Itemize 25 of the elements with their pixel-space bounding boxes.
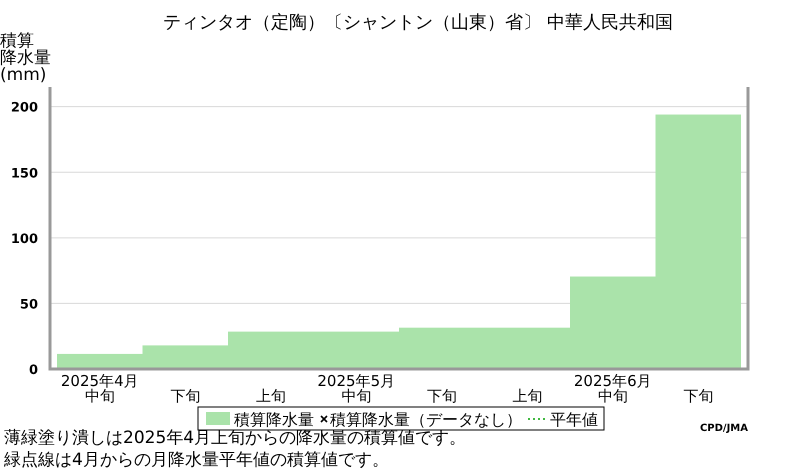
bar (656, 114, 741, 369)
y-tick-label: 200 (10, 100, 38, 116)
text: 緑点線は4月からの月降水量平年値の積算値です。 (3, 450, 389, 470)
y-tick-label: 0 (28, 363, 38, 378)
ylabel: 積算降水量(mm) (0, 31, 51, 85)
x-tick-label: 上旬 (512, 387, 542, 405)
y-tick-label: 100 (10, 232, 38, 247)
title: ティンタオ（定陶）〔シャントン（山東）省〕 中華人民共和国 (163, 12, 673, 33)
x-tick-label: 下旬 (683, 387, 714, 405)
y-tick-label: 50 (20, 297, 38, 312)
text: 2025年6月 (574, 372, 652, 390)
text: 2025年4月 (60, 372, 139, 390)
legend-label: 積算降水量（データなし） (330, 410, 522, 429)
bar (570, 276, 656, 369)
legend-label: 積算降水量 (234, 410, 314, 429)
x-tick-label: 上旬 (256, 387, 286, 405)
x-tick-label: 下旬 (426, 387, 457, 405)
x-tick-label: 中旬 (598, 387, 628, 405)
text: CPD/JMA (700, 423, 748, 434)
x-tick-label: 中旬 (84, 387, 115, 405)
text: 2025年5月 (317, 372, 396, 390)
legend-label: 平年値 (550, 410, 598, 429)
x-tick-label: 下旬 (170, 387, 200, 405)
x-tick-label: 中旬 (341, 387, 372, 405)
y-tick-label: 150 (10, 166, 38, 182)
